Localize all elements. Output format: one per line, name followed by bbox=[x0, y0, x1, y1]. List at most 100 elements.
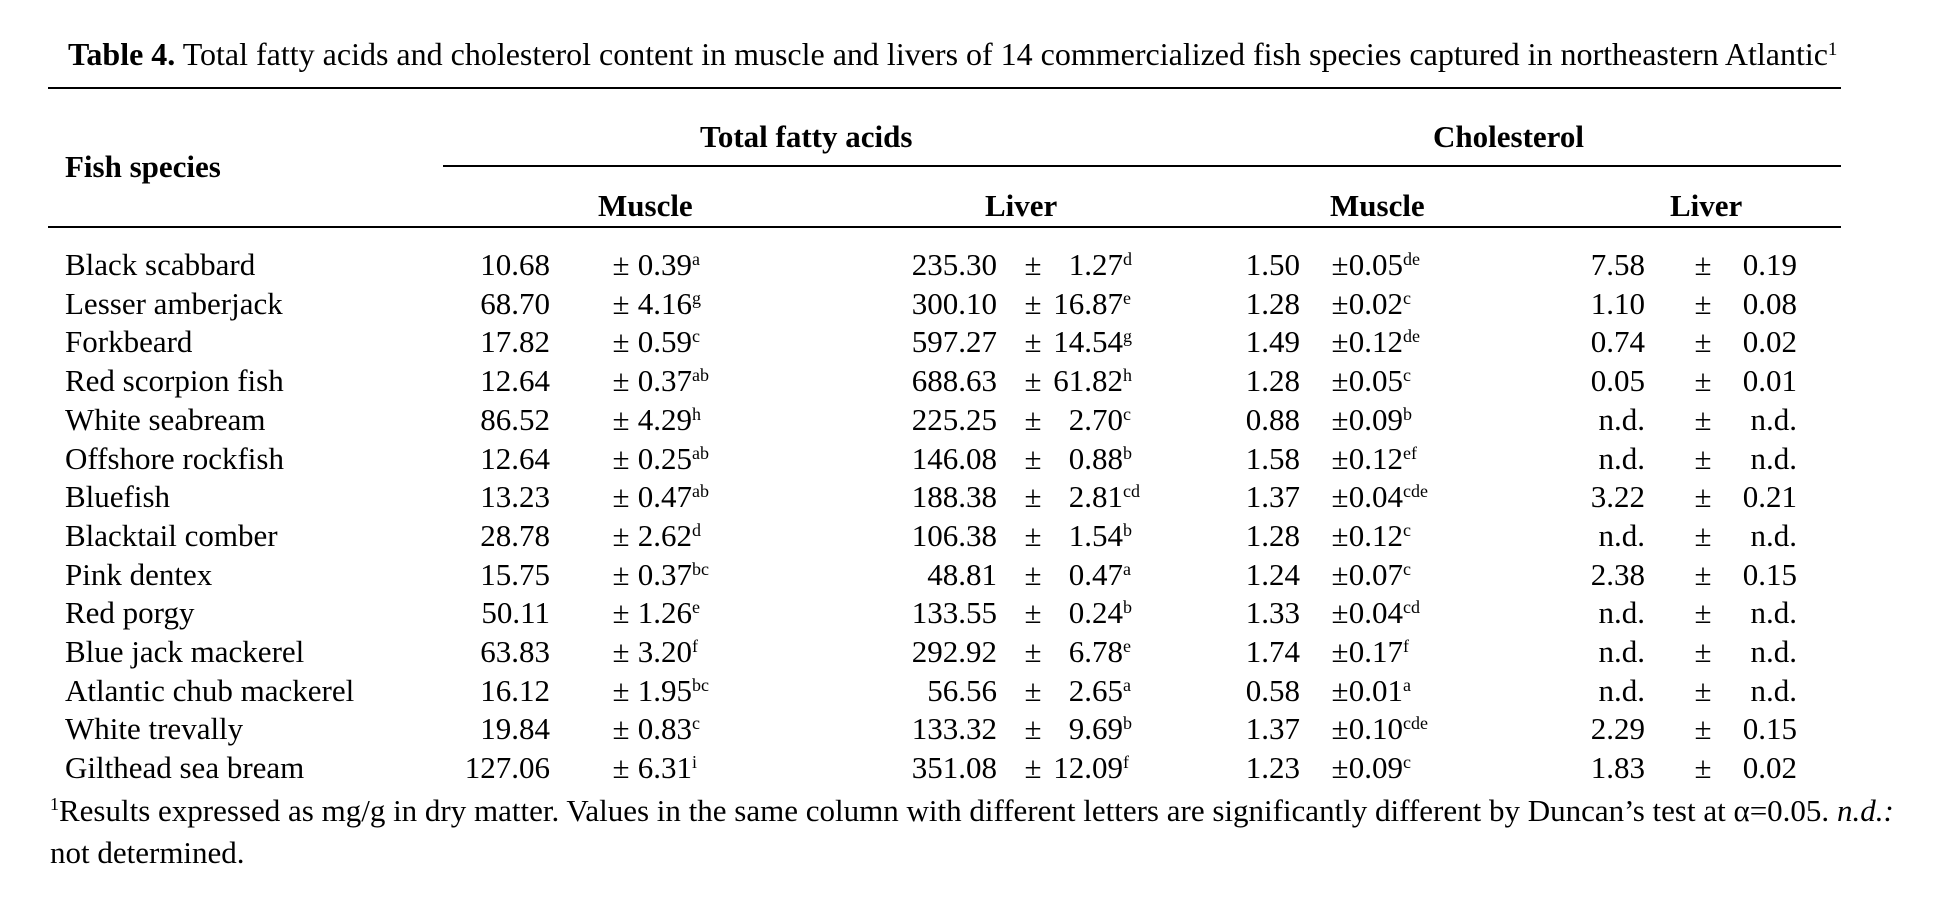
plus-minus: ± bbox=[612, 672, 630, 708]
plus-minus: ± bbox=[1694, 285, 1712, 321]
plus-minus: ± bbox=[1331, 672, 1349, 708]
plus-minus: ± bbox=[612, 479, 630, 515]
cell-tfa-m-sd: 0.25 bbox=[637, 440, 692, 476]
plus-minus: ± bbox=[1024, 324, 1042, 360]
cell-tfa-m: 68.70 bbox=[480, 285, 550, 321]
plus-minus: ± bbox=[612, 556, 630, 592]
significance-letter: a bbox=[1123, 674, 1131, 695]
significance-letter: bc bbox=[692, 558, 709, 579]
significance-wrap: d bbox=[1123, 245, 1132, 284]
plus-minus: ± bbox=[1694, 595, 1712, 631]
cell-ch-m: 1.58 bbox=[1245, 440, 1300, 476]
footnote-text: Results expressed as mg/g in dry matter.… bbox=[59, 793, 1830, 828]
significance-wrap: c bbox=[692, 709, 700, 748]
cell-ch-l: 7.58 bbox=[1590, 247, 1645, 282]
cell-species: Bluefish bbox=[65, 479, 171, 515]
significance-letter: cd bbox=[1123, 481, 1140, 502]
cell-ch-m: 0.58 bbox=[1245, 672, 1300, 708]
table-row: Atlantic chub mackerel 16.12 ±1.95 bc 56.56 ±… bbox=[0, 671, 1955, 710]
cell-tfa-m-sd: 1.95 bbox=[637, 672, 692, 708]
significance-letter: cd bbox=[1403, 597, 1420, 618]
cell-ch-m-sd: 0.04 bbox=[1348, 479, 1403, 515]
cell-ch-l: 3.22 bbox=[1590, 479, 1645, 515]
cell-ch-l-sd: n.d. bbox=[1750, 517, 1798, 553]
cell-tfa-m-sd: 0.37 bbox=[637, 556, 692, 592]
cell-ch-m: 1.49 bbox=[1245, 324, 1300, 360]
header-total-fatty-acids: Total fatty acids bbox=[700, 119, 913, 154]
cell-tfa-l: 300.10 bbox=[911, 285, 997, 321]
significance-letter: a bbox=[1123, 558, 1131, 579]
cell-ch-l: 1.83 bbox=[1590, 750, 1645, 786]
significance-wrap: e bbox=[692, 593, 700, 632]
significance-wrap: b bbox=[1123, 516, 1132, 555]
significance-wrap: c bbox=[1403, 555, 1411, 594]
cell-tfa-m-sd: 0.83 bbox=[637, 711, 692, 747]
table-row: White seabream 86.52 ±4.29 h 225.25 ±2.70 c 0.8… bbox=[0, 400, 1955, 439]
significance-letter: ab bbox=[692, 442, 709, 463]
plus-minus: ± bbox=[1694, 517, 1712, 553]
cell-ch-l-sd: 0.01 bbox=[1742, 363, 1797, 399]
plus-minus: ± bbox=[1331, 517, 1349, 553]
cell-tfa-m: 16.12 bbox=[480, 672, 550, 708]
cell-tfa-l: 292.92 bbox=[911, 634, 997, 669]
significance-letter: cde bbox=[1403, 713, 1428, 734]
significance-letter: b bbox=[1123, 597, 1132, 618]
significance-letter: f bbox=[1403, 636, 1409, 656]
group-rule bbox=[443, 165, 1841, 167]
significance-letter: h bbox=[1123, 365, 1132, 386]
header-chol-liver: Liver bbox=[1670, 188, 1743, 223]
cell-tfa-m-sd: 4.16 bbox=[637, 285, 692, 321]
cell-tfa-l: 225.25 bbox=[911, 401, 997, 437]
cell-tfa-l-sd: 14.54 bbox=[1053, 324, 1123, 360]
significance-wrap: c bbox=[1403, 516, 1411, 555]
plus-minus: ± bbox=[1694, 401, 1712, 437]
cell-tfa-m-sd: 0.47 bbox=[637, 479, 692, 515]
plus-minus: ± bbox=[1694, 324, 1712, 360]
cell-tfa-m: 50.11 bbox=[481, 595, 550, 631]
plus-minus: ± bbox=[1694, 634, 1712, 669]
cell-species: White seabream bbox=[65, 401, 266, 437]
footnote-nd-abbr: n.d.: bbox=[1836, 793, 1894, 828]
cell-species: Red porgy bbox=[65, 595, 195, 631]
significance-wrap: i bbox=[692, 748, 697, 787]
significance-letter: ab bbox=[692, 481, 709, 502]
table-caption: Table 4. Total fatty acids and cholester… bbox=[68, 30, 1837, 74]
table-row: Offshore rockfish 12.64 ±0.25 ab 146.08 ±0.88… bbox=[0, 439, 1955, 478]
significance-wrap: a bbox=[1123, 555, 1131, 594]
table-row: Blacktail comber 28.78 ±2.62 d 106.38 ±1.54 b 1… bbox=[0, 516, 1955, 555]
cell-ch-m: 1.37 bbox=[1245, 479, 1300, 515]
plus-minus: ± bbox=[1694, 672, 1712, 708]
cell-tfa-l: 235.30 bbox=[911, 247, 997, 282]
cell-tfa-l-sd: 2.81 bbox=[1068, 479, 1123, 515]
plus-minus: ± bbox=[1331, 634, 1349, 669]
significance-letter: d bbox=[1123, 249, 1132, 269]
plus-minus: ± bbox=[612, 750, 630, 786]
significance-letter: c bbox=[1403, 752, 1411, 773]
plus-minus: ± bbox=[1024, 517, 1042, 553]
significance-wrap: a bbox=[1403, 671, 1411, 710]
cell-ch-l: 0.74 bbox=[1590, 324, 1645, 360]
significance-wrap: ab bbox=[692, 477, 709, 516]
cell-tfa-m: 17.82 bbox=[480, 324, 550, 360]
cell-tfa-l: 48.81 bbox=[927, 556, 997, 592]
cell-species: Black scabbard bbox=[65, 247, 256, 282]
cell-species: Forkbeard bbox=[65, 324, 193, 360]
plus-minus: ± bbox=[1694, 479, 1712, 515]
significance-wrap: b bbox=[1123, 439, 1132, 478]
plus-minus: ± bbox=[1024, 556, 1042, 592]
cell-tfa-m: 28.78 bbox=[480, 517, 550, 553]
significance-letter: ef bbox=[1403, 442, 1417, 463]
plus-minus: ± bbox=[1024, 440, 1042, 476]
cell-ch-l: n.d. bbox=[1598, 672, 1646, 708]
cell-tfa-m-sd: 0.37 bbox=[637, 363, 692, 399]
caption-text: Total fatty acids and cholesterol conten… bbox=[182, 36, 1828, 72]
significance-wrap: ab bbox=[692, 361, 709, 400]
plus-minus: ± bbox=[1331, 247, 1349, 282]
significance-wrap: cde bbox=[1403, 709, 1428, 748]
significance-letter: c bbox=[1403, 519, 1411, 540]
cell-species: White trevally bbox=[65, 711, 244, 747]
plus-minus: ± bbox=[1024, 711, 1042, 747]
header-tfa-liver: Liver bbox=[985, 188, 1058, 223]
header-cholesterol: Cholesterol bbox=[1433, 119, 1584, 154]
plus-minus: ± bbox=[612, 401, 630, 437]
